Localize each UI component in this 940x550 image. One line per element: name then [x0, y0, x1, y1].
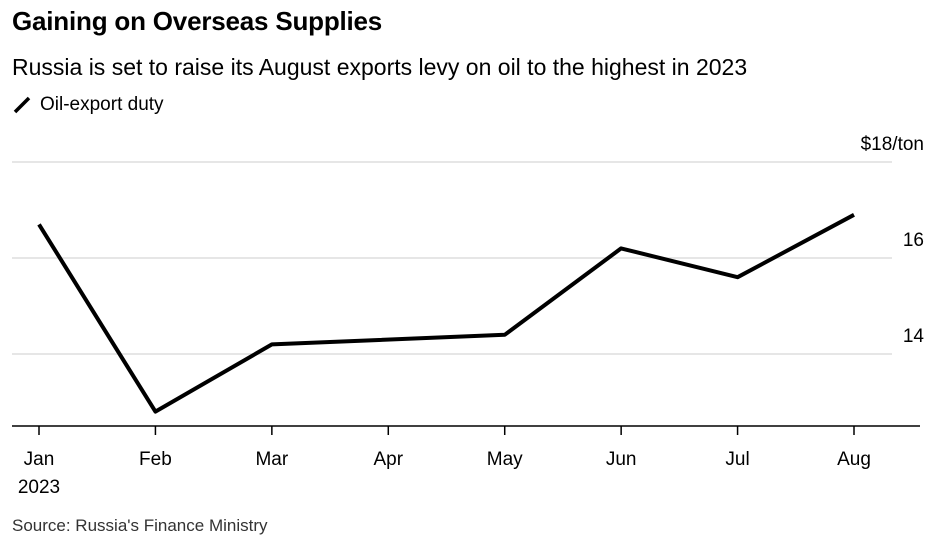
x-tick-label: Jan	[24, 449, 55, 470]
y-tick-label: 16	[903, 230, 924, 251]
x-year-label: 2023	[18, 477, 60, 498]
x-tick-label: Apr	[373, 449, 403, 470]
legend-label: Oil-export duty	[40, 94, 164, 115]
x-tick-label: May	[487, 449, 523, 470]
chart-title: Gaining on Overseas Supplies	[12, 6, 383, 36]
x-tick-label: Jun	[606, 449, 637, 470]
y-tick-label: $18/ton	[861, 134, 924, 155]
legend-line-swatch-icon	[13, 96, 31, 114]
x-tick-label: Aug	[837, 449, 871, 470]
y-tick-label: 14	[903, 326, 925, 347]
source-note: Source: Russia's Finance Ministry	[12, 516, 268, 535]
series-line-oil-export-duty	[37, 213, 855, 414]
x-tick-label: Jul	[725, 449, 749, 470]
chart-subtitle: Russia is set to raise its August export…	[12, 54, 748, 80]
x-tick-label: Mar	[255, 449, 288, 470]
x-tick-label: Feb	[139, 449, 172, 470]
chart-legend: Oil-export duty	[12, 92, 164, 118]
